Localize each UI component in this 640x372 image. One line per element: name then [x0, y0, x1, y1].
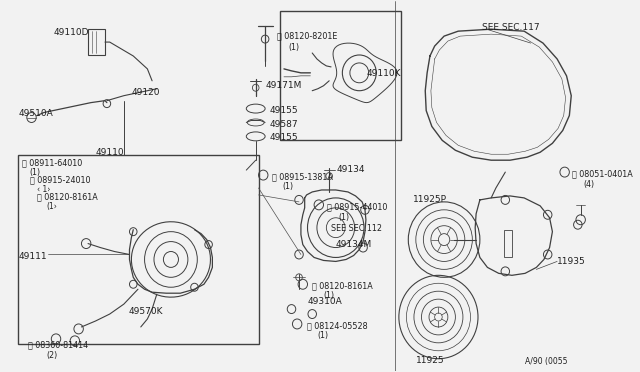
Text: 49587: 49587: [270, 119, 298, 128]
Text: 49110D: 49110D: [53, 28, 89, 37]
Text: Ⓧ 08915-44010: Ⓧ 08915-44010: [327, 202, 388, 211]
Bar: [504, 230, 512, 257]
Text: 11925: 11925: [416, 356, 444, 365]
Text: Ⓧ 08915-24010: Ⓧ 08915-24010: [29, 175, 90, 184]
Text: (1): (1): [29, 168, 41, 177]
Text: Ⓑ 08120-8201E: Ⓑ 08120-8201E: [277, 31, 338, 40]
Text: ‹ 1›: ‹ 1›: [37, 185, 51, 194]
Text: (2): (2): [47, 351, 58, 360]
Text: (1›: (1›: [47, 202, 58, 211]
Text: 49155: 49155: [270, 106, 298, 115]
Text: 49111: 49111: [19, 251, 47, 260]
Bar: [88, 29, 105, 55]
Text: (1): (1): [289, 43, 300, 52]
Text: 49310A: 49310A: [307, 297, 342, 306]
Text: SEE SEC.112: SEE SEC.112: [331, 224, 382, 233]
Text: ⓝ 08911-64010: ⓝ 08911-64010: [22, 158, 83, 167]
Text: (1): (1): [324, 291, 335, 300]
Text: Ⓧ 08915-1381A: Ⓧ 08915-1381A: [272, 172, 333, 181]
Text: SEE SEC.117: SEE SEC.117: [482, 23, 540, 32]
Text: 49510A: 49510A: [19, 109, 53, 118]
Bar: [19, 155, 259, 344]
Text: 49155: 49155: [270, 134, 298, 142]
Text: Ⓢ 08360-81414: Ⓢ 08360-81414: [28, 341, 88, 350]
Text: (1): (1): [282, 182, 293, 191]
Text: A/90 (0055: A/90 (0055: [525, 357, 568, 366]
Text: (4): (4): [584, 180, 595, 189]
Text: 49171M: 49171M: [265, 81, 301, 90]
Text: 11925P: 11925P: [413, 195, 447, 204]
Text: 49134: 49134: [337, 165, 365, 174]
Text: (1): (1): [318, 331, 329, 340]
Text: 49134M: 49134M: [336, 240, 372, 248]
Text: Ⓑ 08120-8161A: Ⓑ 08120-8161A: [312, 281, 373, 290]
Text: (1): (1): [339, 213, 349, 222]
Text: 49570K: 49570K: [129, 307, 163, 316]
Text: 49120: 49120: [131, 88, 160, 97]
Text: 49110: 49110: [95, 148, 124, 157]
Bar: [280, 11, 401, 140]
Text: Ⓑ 08120-8161A: Ⓑ 08120-8161A: [37, 192, 98, 201]
Text: 11935: 11935: [557, 257, 586, 266]
Text: Ⓑ 08124-05528: Ⓑ 08124-05528: [307, 321, 367, 330]
Text: Ⓑ 08051-0401A: Ⓑ 08051-0401A: [572, 169, 633, 178]
Text: 49110K: 49110K: [367, 69, 401, 78]
